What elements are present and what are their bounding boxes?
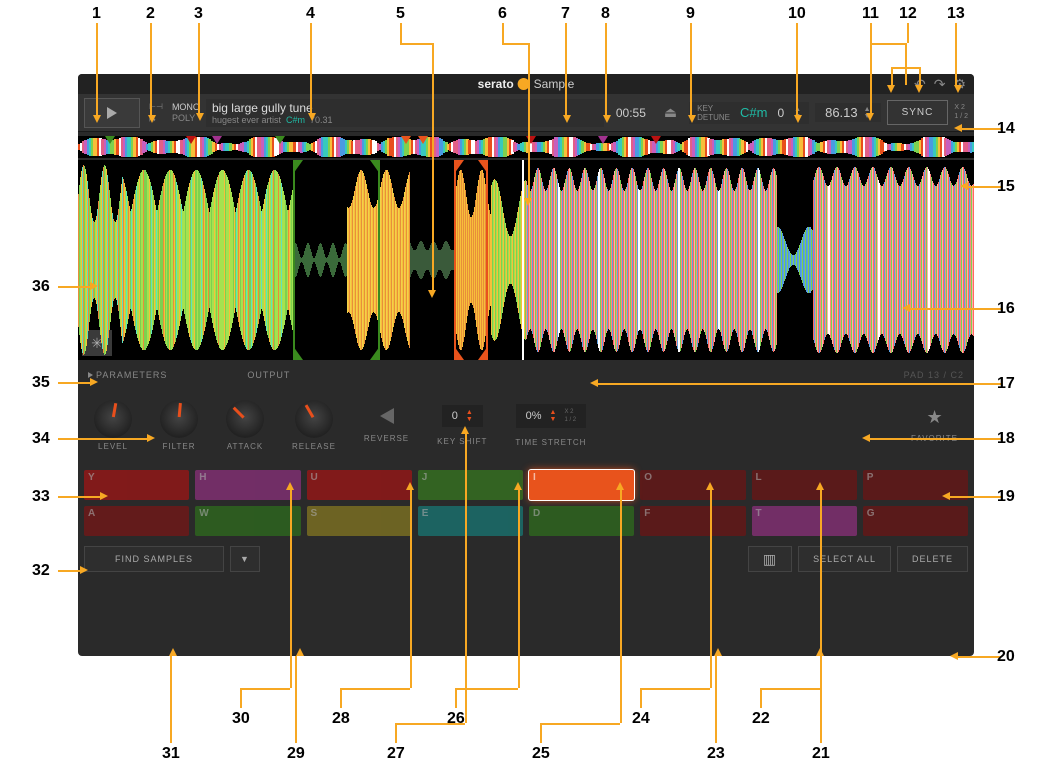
- callout-25: 25: [532, 745, 550, 763]
- callout-3: 3: [194, 5, 203, 23]
- pad-u[interactable]: U: [307, 470, 412, 500]
- bottom-bar: FIND SAMPLES ▼ ▥ SELECT ALL DELETE: [78, 544, 974, 574]
- pad-t[interactable]: T: [752, 506, 857, 536]
- callout-1: 1: [92, 5, 101, 23]
- keyshift-control[interactable]: 0▲▼KEY SHIFT: [437, 405, 487, 446]
- key-section: KEY DETUNE C#m 0 ▲▼: [689, 102, 809, 124]
- track-title: big large gully tune: [212, 101, 598, 115]
- mono-label: MONO: [172, 102, 200, 113]
- reverse-button[interactable]: REVERSE: [364, 408, 409, 443]
- track-artist: hugest ever artist: [212, 115, 281, 125]
- select-all-button[interactable]: SELECT ALL: [798, 546, 891, 572]
- key-label: KEY: [697, 104, 730, 113]
- release-knob[interactable]: RELEASE: [292, 400, 336, 451]
- find-dropdown[interactable]: ▼: [230, 546, 260, 572]
- top-toolbar: ⊢⊣ ↦ MONO POLY big large gully tune huge…: [78, 94, 974, 132]
- playmode-hold-icon: ⊢⊣: [146, 101, 166, 112]
- callout-14: 14: [997, 120, 1015, 138]
- callout-11: 11: [862, 5, 879, 23]
- callout-17: 17: [997, 375, 1015, 393]
- tempo-x2[interactable]: X 2: [954, 104, 968, 112]
- pad-w[interactable]: W: [195, 506, 300, 536]
- callout-13: 13: [947, 5, 965, 23]
- brand-text: serato: [478, 77, 514, 91]
- callout-16: 16: [997, 300, 1015, 318]
- callout-23: 23: [707, 745, 725, 763]
- pad-l[interactable]: L: [752, 470, 857, 500]
- callout-32: 32: [32, 562, 50, 580]
- track-info[interactable]: big large gully tune hugest ever artist …: [206, 99, 604, 127]
- pad-info-label: PAD 13 / C2: [904, 370, 964, 380]
- pad-o[interactable]: O: [640, 470, 745, 500]
- bpm-value: 86.13: [825, 105, 858, 120]
- level-knob[interactable]: LEVEL: [94, 400, 132, 451]
- sync-button[interactable]: SYNC: [887, 100, 949, 125]
- callout-4: 4: [306, 5, 315, 23]
- callout-33: 33: [32, 488, 50, 506]
- keyboard-icon[interactable]: ▥: [748, 546, 792, 572]
- timestretch-control[interactable]: 0%▲▼X 21 / 2TIME STRETCH: [515, 404, 586, 447]
- pad-h[interactable]: H: [195, 470, 300, 500]
- pad-g[interactable]: G: [863, 506, 968, 536]
- waveform-overview[interactable]: [78, 136, 974, 158]
- callout-7: 7: [561, 5, 570, 23]
- track-subline: hugest ever artist C#m 70.31: [212, 115, 598, 125]
- attack-knob[interactable]: ATTACK: [226, 400, 264, 451]
- serato-sample-app: serato Sample ↶ ↷ ⚙ ⊢⊣ ↦ MONO POLY big l…: [78, 74, 974, 656]
- callout-20: 20: [997, 648, 1015, 666]
- parameters-tab-label: PARAMETERS: [96, 370, 167, 380]
- callout-26: 26: [447, 710, 465, 728]
- callout-9: 9: [686, 5, 695, 23]
- brand-sub: Sample: [534, 77, 575, 91]
- parameter-row: LEVEL FILTER ATTACK RELEASE REVERSE 0▲▼KEY SH…: [78, 386, 974, 464]
- callout-5: 5: [396, 5, 405, 23]
- callout-28: 28: [332, 710, 350, 728]
- callout-35: 35: [32, 374, 50, 392]
- parameters-tab[interactable]: PARAMETERS: [88, 370, 167, 380]
- callout-12: 12: [899, 5, 917, 23]
- callout-19: 19: [997, 488, 1015, 506]
- eject-icon[interactable]: ⏏: [658, 104, 683, 121]
- callout-24: 24: [632, 710, 650, 728]
- callout-36: 36: [32, 278, 50, 296]
- callout-22: 22: [752, 710, 770, 728]
- pad-s[interactable]: S: [307, 506, 412, 536]
- tempo-mult[interactable]: X 2 1 / 2: [954, 104, 968, 121]
- filter-knob[interactable]: FILTER: [160, 400, 198, 451]
- callout-10: 10: [788, 5, 806, 23]
- callout-18: 18: [997, 430, 1015, 448]
- pad-d[interactable]: D: [529, 506, 634, 536]
- pads-grid: YHUJIOLPAWSEDFTG: [78, 464, 974, 544]
- callout-29: 29: [287, 745, 305, 763]
- play-icon: [107, 107, 117, 119]
- track-key: C#m: [286, 115, 305, 125]
- callout-15: 15: [997, 178, 1015, 196]
- play-button[interactable]: [84, 98, 140, 128]
- pad-e[interactable]: E: [418, 506, 523, 536]
- tempo-half[interactable]: 1 / 2: [954, 113, 968, 121]
- detune-label: DETUNE: [697, 113, 730, 122]
- callout-34: 34: [32, 430, 50, 448]
- callout-30: 30: [232, 710, 250, 728]
- waveform-main[interactable]: ✳: [78, 160, 974, 360]
- redo-icon[interactable]: ↷: [934, 76, 946, 93]
- delete-button[interactable]: DELETE: [897, 546, 968, 572]
- callout-6: 6: [498, 5, 507, 23]
- detune-value[interactable]: 0: [777, 106, 784, 120]
- callout-27: 27: [387, 745, 405, 763]
- key-value[interactable]: C#m: [740, 105, 767, 120]
- callout-8: 8: [601, 5, 610, 23]
- callout-31: 31: [162, 745, 180, 763]
- find-samples-button[interactable]: FIND SAMPLES: [84, 546, 224, 572]
- brand: serato Sample: [478, 77, 575, 91]
- header-bar: serato Sample ↶ ↷ ⚙: [78, 74, 974, 94]
- output-tab[interactable]: OUTPUT: [247, 370, 290, 380]
- time-display: 00:55: [610, 106, 652, 120]
- callout-2: 2: [146, 5, 155, 23]
- pad-j[interactable]: J: [418, 470, 523, 500]
- pad-f[interactable]: F: [640, 506, 745, 536]
- callout-21: 21: [812, 745, 830, 763]
- pad-a[interactable]: A: [84, 506, 189, 536]
